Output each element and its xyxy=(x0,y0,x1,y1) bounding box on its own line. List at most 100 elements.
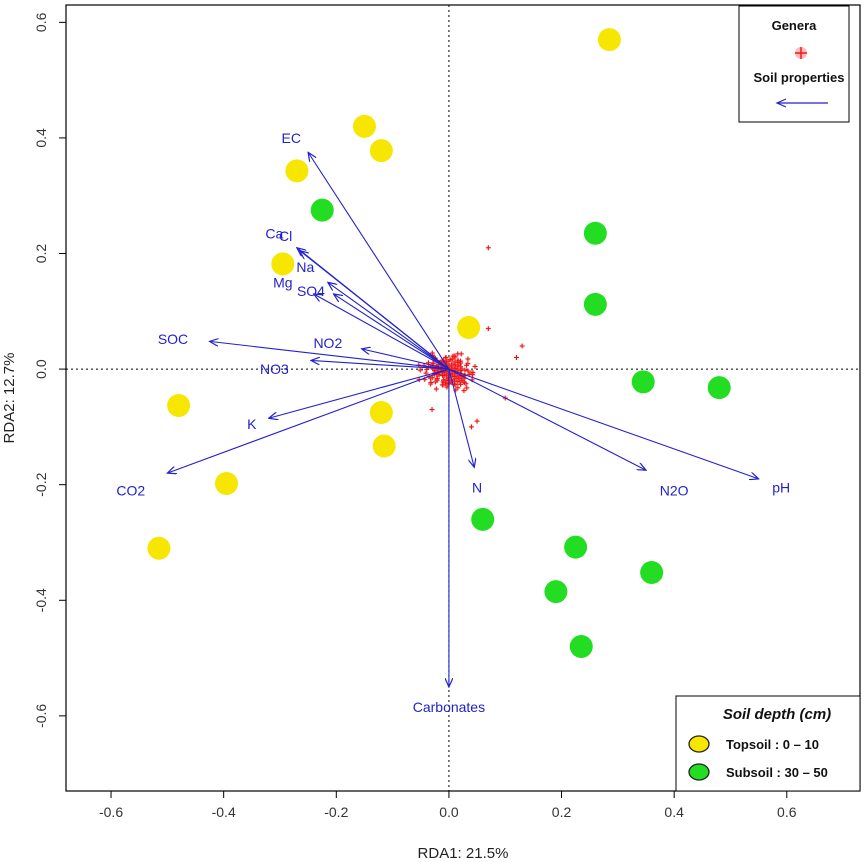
genus-point xyxy=(463,362,469,368)
x-tick-label: 0.4 xyxy=(664,804,684,820)
vector-label-cl: Cl xyxy=(279,228,292,244)
subsoil-point xyxy=(583,292,607,316)
subsoil-point xyxy=(544,580,568,604)
genus-point xyxy=(434,375,440,381)
genus-point xyxy=(513,355,519,361)
genus-point xyxy=(461,388,467,394)
y-tick-label: 0.2 xyxy=(33,244,49,264)
subsoil-point xyxy=(569,635,593,659)
genus-point xyxy=(443,355,449,361)
genus-point xyxy=(452,373,458,379)
vector-na xyxy=(328,282,450,370)
vector-co2 xyxy=(167,368,450,473)
topsoil-point xyxy=(597,28,621,52)
genus-point xyxy=(439,382,445,388)
x-tick-label: 0.2 xyxy=(552,804,572,820)
y-tick-label: 0.6 xyxy=(33,12,49,32)
topsoil-point xyxy=(457,315,481,339)
x-tick-label: -0.4 xyxy=(212,804,236,820)
genus-point xyxy=(429,407,435,413)
x-axis: -0.6 -0.4 -0.2 0.0 0.2 0.4 0.6 xyxy=(99,791,797,820)
genus-point xyxy=(445,375,451,381)
vector-label-ca: Ca xyxy=(265,225,283,241)
y-tick-label: 0.0 xyxy=(33,359,49,379)
y-axis: -0.6 -0.4 -0.2 0.0 0.2 0.4 0.6 xyxy=(33,12,66,728)
legend-topsoil-label: Topsoil : 0 – 10 xyxy=(726,737,819,752)
subsoil-point xyxy=(631,370,655,394)
vector-cl xyxy=(300,251,450,370)
topsoil-point xyxy=(271,252,295,276)
vector-k xyxy=(269,368,450,418)
vector-label-ec: EC xyxy=(282,130,301,146)
vector-label-co2: CO2 xyxy=(116,482,145,498)
vector-label-soc: SOC xyxy=(158,331,188,347)
genus-point xyxy=(428,379,434,385)
topsoil-point xyxy=(167,394,191,418)
x-tick-label: 0.6 xyxy=(777,804,797,820)
genus-point xyxy=(429,350,435,356)
genus-point xyxy=(451,378,457,384)
genus-point xyxy=(455,363,461,369)
x-tick-label: 0.0 xyxy=(439,804,459,820)
vector-label-ph: pH xyxy=(772,480,790,496)
vector-label-n: N xyxy=(472,480,482,496)
legend-bottom: Soil depth (cm) Topsoil : 0 – 10 Subsoil… xyxy=(675,695,861,792)
genus-point xyxy=(485,326,491,332)
topsoil-point xyxy=(369,139,393,163)
vector-label-so4: SO4 xyxy=(297,283,325,299)
y-tick-label: -0.6 xyxy=(33,704,49,728)
legend-topsoil-symbol xyxy=(688,735,710,753)
vector-n2o xyxy=(448,368,646,470)
legend-arrow-icon xyxy=(775,98,828,108)
x-tick-label: -0.2 xyxy=(324,804,348,820)
vector-label-k: K xyxy=(247,416,257,432)
topsoil-point xyxy=(147,536,171,560)
sample-points xyxy=(147,28,731,659)
genus-point xyxy=(440,379,446,385)
legend-subsoil-symbol xyxy=(688,763,710,781)
vector-label-no3: NO3 xyxy=(260,361,289,377)
vector-no3 xyxy=(311,360,449,370)
vector-label-na: Na xyxy=(296,259,314,275)
vector-label-mg: Mg xyxy=(273,274,292,290)
vector-mg xyxy=(314,294,450,370)
genus-point xyxy=(468,424,474,430)
legend-genera-title: Genera xyxy=(772,18,818,33)
genus-point xyxy=(443,380,449,386)
legend-top: Genera Soil properties xyxy=(738,5,850,123)
genus-point xyxy=(441,377,447,383)
x-tick-label: -0.6 xyxy=(99,804,123,820)
vector-no2 xyxy=(362,349,450,370)
vector-so4 xyxy=(333,294,450,370)
topsoil-point xyxy=(352,114,376,138)
topsoil-point xyxy=(285,159,309,183)
genus-point xyxy=(447,357,453,363)
genus-point xyxy=(440,372,446,378)
vector-n xyxy=(448,368,474,467)
subsoil-point xyxy=(564,535,588,559)
genus-point xyxy=(429,375,435,381)
genus-point xyxy=(417,367,423,373)
genus-point xyxy=(485,245,491,251)
genus-point xyxy=(519,343,525,349)
genus-point xyxy=(458,381,464,387)
y-tick-label: -0.2 xyxy=(33,472,49,496)
y-tick-label: 0.4 xyxy=(33,128,49,148)
y-axis-label: RDA2: 12.7% xyxy=(1,353,18,444)
y-tick-label: -0.4 xyxy=(33,588,49,612)
genus-point xyxy=(474,418,480,424)
genus-point xyxy=(430,360,436,366)
topsoil-point xyxy=(369,400,393,424)
vector-label-n2o: N2O xyxy=(660,482,689,498)
x-axis-label: RDA1: 21.5% xyxy=(418,845,509,862)
subsoil-point xyxy=(583,221,607,245)
subsoil-point xyxy=(310,198,334,222)
topsoil-point xyxy=(214,472,238,496)
genus-point xyxy=(464,385,470,391)
genus-point xyxy=(465,356,471,362)
legend-depth-title: Soil depth (cm) xyxy=(723,706,831,723)
topsoil-point xyxy=(372,434,396,458)
subsoil-point xyxy=(640,561,664,585)
